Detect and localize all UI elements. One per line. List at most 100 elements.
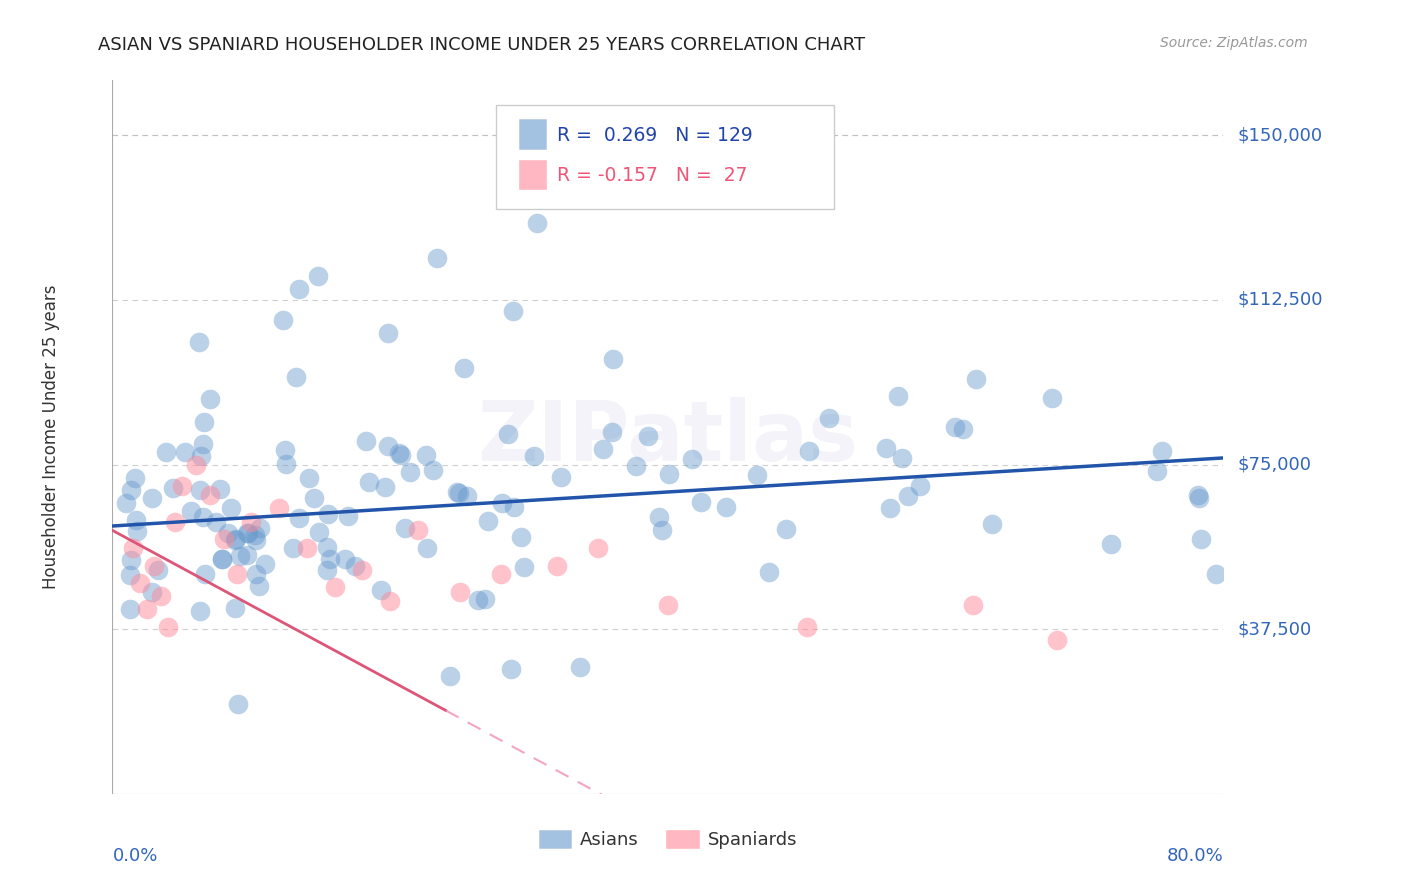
Point xyxy=(509,530,531,544)
Point xyxy=(141,585,163,599)
Point xyxy=(247,579,270,593)
Point xyxy=(343,559,366,574)
Point xyxy=(120,553,142,567)
Point xyxy=(143,558,166,573)
Point xyxy=(658,467,681,481)
Point xyxy=(689,495,711,509)
Point xyxy=(1099,537,1122,551)
Point xyxy=(318,507,340,521)
Point xyxy=(657,598,679,612)
Point xyxy=(775,522,797,536)
Point xyxy=(415,448,437,462)
Point xyxy=(114,496,136,510)
Point xyxy=(288,510,311,524)
Point xyxy=(308,525,330,540)
Point xyxy=(406,524,429,538)
Point xyxy=(626,458,648,473)
Point xyxy=(285,369,308,384)
Text: $75,000: $75,000 xyxy=(1237,456,1312,474)
Point xyxy=(188,483,211,497)
Point xyxy=(758,565,780,579)
Point xyxy=(817,411,839,425)
Point xyxy=(194,567,217,582)
Point xyxy=(316,563,339,577)
Point xyxy=(648,510,671,524)
Text: R = -0.157   N =  27: R = -0.157 N = 27 xyxy=(557,166,747,186)
Text: ZIPatlas: ZIPatlas xyxy=(478,397,858,477)
Point xyxy=(453,360,475,375)
Point xyxy=(162,481,184,495)
Text: 0.0%: 0.0% xyxy=(112,847,157,865)
Point xyxy=(219,500,242,515)
Text: $37,500: $37,500 xyxy=(1237,620,1312,638)
Point xyxy=(209,482,232,496)
Point xyxy=(513,559,536,574)
Point xyxy=(503,500,526,514)
Point xyxy=(380,593,402,607)
Point xyxy=(377,326,399,340)
Point xyxy=(225,532,247,546)
Point xyxy=(600,425,623,439)
Point xyxy=(249,521,271,535)
Point xyxy=(188,334,211,349)
Point xyxy=(205,516,228,530)
Point xyxy=(897,489,920,503)
Point xyxy=(357,475,380,490)
Point xyxy=(394,521,416,535)
Point xyxy=(456,488,478,502)
Point xyxy=(714,500,737,514)
Point xyxy=(337,509,360,524)
Point xyxy=(141,491,163,505)
Point xyxy=(180,504,202,518)
Point xyxy=(1189,533,1212,547)
Point xyxy=(370,582,392,597)
Point xyxy=(193,436,215,450)
Text: $150,000: $150,000 xyxy=(1237,126,1322,145)
Point xyxy=(651,523,673,537)
Point xyxy=(226,567,249,582)
Point xyxy=(389,448,412,462)
Point xyxy=(356,434,378,448)
Point xyxy=(491,567,513,582)
Point xyxy=(965,372,987,386)
Point xyxy=(886,389,908,403)
Point xyxy=(124,513,146,527)
Point xyxy=(1187,488,1209,502)
Point xyxy=(188,604,211,618)
FancyBboxPatch shape xyxy=(519,120,546,149)
Text: $112,500: $112,500 xyxy=(1237,291,1323,309)
Point xyxy=(157,620,180,634)
Point xyxy=(890,451,912,466)
Point xyxy=(245,533,267,547)
Point xyxy=(1205,567,1227,582)
Point xyxy=(245,567,267,582)
Point xyxy=(229,549,252,564)
Point xyxy=(796,620,818,634)
Point xyxy=(474,592,496,607)
Text: Source: ZipAtlas.com: Source: ZipAtlas.com xyxy=(1160,36,1308,50)
Point xyxy=(569,660,592,674)
Point xyxy=(295,541,318,555)
Point xyxy=(496,426,519,441)
Point xyxy=(588,541,610,555)
Point xyxy=(198,488,221,502)
Point xyxy=(377,439,399,453)
Point xyxy=(281,541,304,556)
Point xyxy=(224,533,246,548)
Point xyxy=(352,563,374,577)
FancyBboxPatch shape xyxy=(519,160,546,189)
Point xyxy=(243,528,266,542)
Point xyxy=(236,525,259,540)
Point xyxy=(681,452,703,467)
Point xyxy=(274,457,297,471)
Text: R =  0.269   N = 129: R = 0.269 N = 129 xyxy=(557,126,752,145)
Point xyxy=(879,500,901,515)
Point xyxy=(127,524,149,538)
Point xyxy=(637,428,659,442)
Point xyxy=(118,568,141,582)
Point xyxy=(477,515,499,529)
Point xyxy=(1045,633,1069,648)
Point xyxy=(184,458,207,472)
Point xyxy=(962,598,984,612)
Point xyxy=(319,551,342,566)
